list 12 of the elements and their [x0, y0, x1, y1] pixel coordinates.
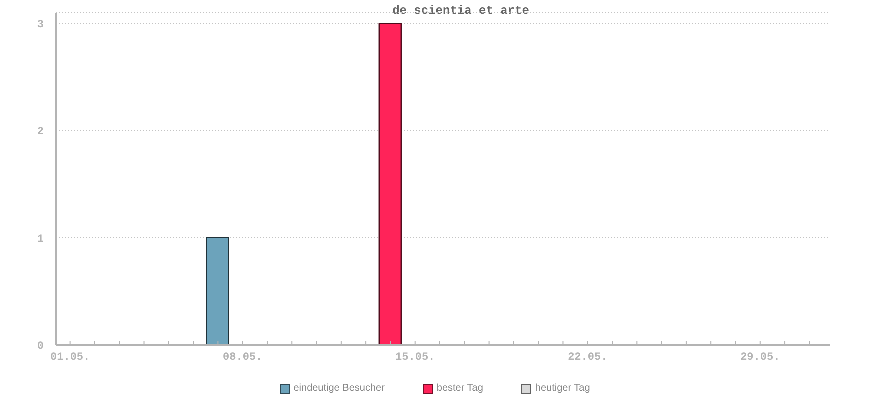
x-tick-label: 01.05. [50, 352, 90, 364]
y-tick-label: 0 [37, 340, 44, 353]
legend-label: eindeutige Besucher [294, 383, 385, 394]
x-tick-label: 08.05. [223, 352, 263, 364]
y-tick-label: 3 [37, 20, 44, 32]
y-tick-label: 2 [37, 126, 44, 139]
legend-label: bester Tag [436, 383, 484, 394]
y-tick-label: 1 [37, 234, 44, 246]
x-tick-label: 29.05. [740, 352, 780, 364]
x-tick-label: 22.05. [568, 352, 608, 364]
x-tick-label: 15.05. [396, 352, 436, 364]
legend-label: heutiger Tag [535, 383, 590, 394]
